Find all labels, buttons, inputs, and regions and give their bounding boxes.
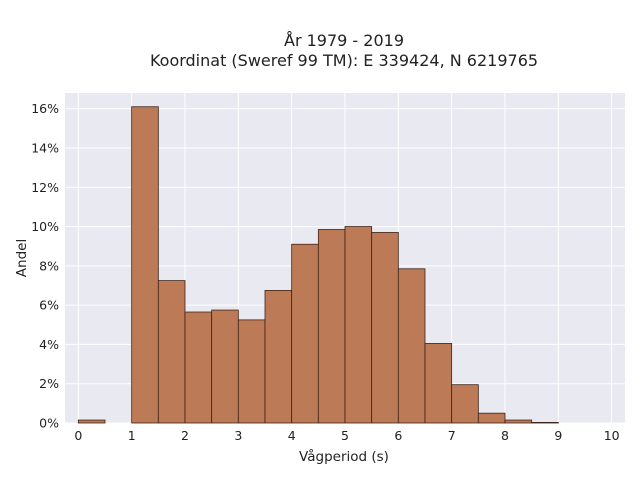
histogram-bar: [264, 290, 293, 424]
x-tick-label: 0: [74, 428, 82, 443]
x-axis-ticks: 0 1 2 3 4 5 6 7 8 9 10: [74, 428, 619, 443]
x-tick-label: 2: [181, 428, 189, 443]
histogram-bar: [317, 229, 346, 424]
y-tick-label: 16%: [31, 101, 59, 116]
y-axis-label: Andel: [14, 239, 30, 277]
y-tick-label: 0%: [39, 416, 59, 431]
histogram-bar: [184, 311, 213, 424]
histogram-bar: [131, 106, 159, 424]
histogram-bar: [344, 226, 373, 424]
histogram-bar: [531, 422, 559, 424]
y-axis-ticks: 0% 2% 4% 6% 8% 10% 12% 14% 16%: [31, 101, 59, 430]
histogram-bar: [291, 243, 319, 424]
histogram-bar: [504, 419, 533, 424]
x-tick-label: 1: [128, 428, 136, 443]
histogram-bar: [397, 268, 426, 424]
histogram-bar: [451, 384, 479, 424]
bars: [77, 106, 559, 424]
y-tick-label: 8%: [39, 258, 59, 273]
histogram-bar: [424, 343, 453, 424]
x-tick-label: 10: [604, 428, 620, 443]
histogram-bar: [477, 412, 506, 424]
histogram-bar: [237, 319, 266, 424]
x-tick-label: 9: [554, 428, 562, 443]
x-tick-label: 3: [234, 428, 242, 443]
y-tick-label: 6%: [39, 298, 59, 313]
histogram-bar: [371, 232, 399, 424]
x-tick-label: 6: [394, 428, 402, 443]
y-tick-label: 10%: [31, 219, 59, 234]
chart-title-line2: Koordinat (Sweref 99 TM): E 339424, N 62…: [150, 51, 538, 70]
histogram-bar: [157, 280, 186, 424]
x-tick-label: 8: [501, 428, 509, 443]
y-tick-label: 4%: [39, 337, 59, 352]
x-tick-label: 4: [288, 428, 296, 443]
x-tick-label: 7: [448, 428, 456, 443]
x-axis-label: Vågperiod (s): [299, 448, 389, 465]
histogram-bar: [77, 419, 106, 424]
chart-title-line1: År 1979 - 2019: [284, 31, 404, 50]
y-tick-label: 14%: [31, 141, 59, 156]
x-tick-label: 5: [341, 428, 349, 443]
histogram-bar: [211, 309, 239, 424]
y-tick-label: 12%: [31, 180, 59, 195]
y-tick-label: 2%: [39, 376, 59, 391]
